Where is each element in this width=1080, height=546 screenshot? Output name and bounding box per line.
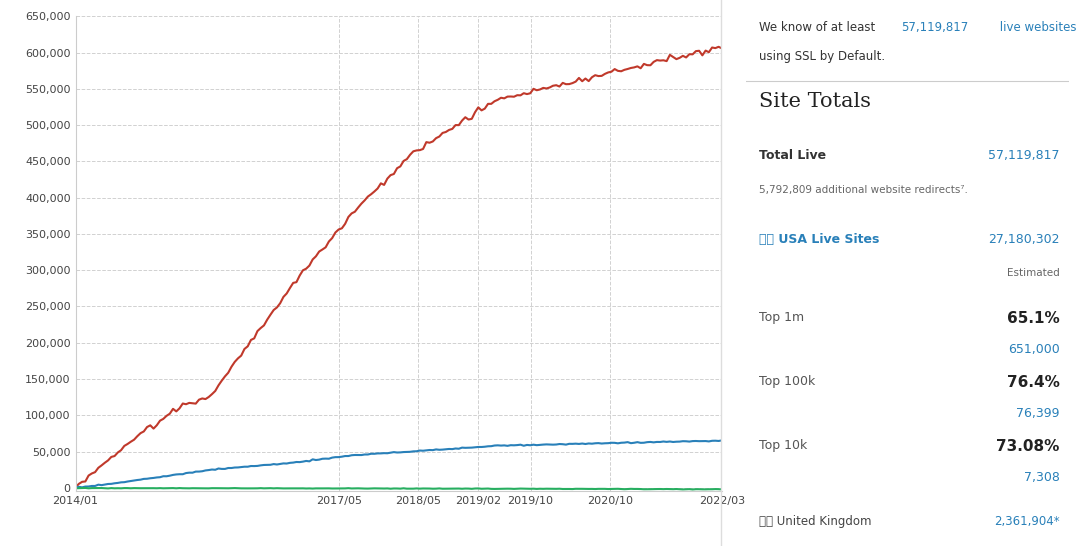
Text: 651,000: 651,000 [1008, 343, 1059, 356]
Text: We know of at least: We know of at least [759, 21, 879, 34]
Text: 🇬🇧 United Kingdom: 🇬🇧 United Kingdom [759, 515, 872, 528]
Text: Total Live: Total Live [759, 150, 826, 162]
Text: Estimated: Estimated [1007, 268, 1059, 278]
Text: 73.08%: 73.08% [996, 439, 1059, 454]
Text: Site Totals: Site Totals [759, 92, 870, 111]
Text: 5,792,809 additional website redirects⁷.: 5,792,809 additional website redirects⁷. [759, 185, 968, 195]
Text: 76.4%: 76.4% [1007, 375, 1059, 390]
Text: 2,361,904*: 2,361,904* [994, 515, 1059, 528]
Text: 57,119,817: 57,119,817 [988, 150, 1059, 162]
Text: 57,119,817: 57,119,817 [901, 21, 969, 34]
Text: Top 10k: Top 10k [759, 439, 807, 452]
Text: 🇺🇸 USA Live Sites: 🇺🇸 USA Live Sites [759, 233, 879, 246]
Text: 7,308: 7,308 [1024, 471, 1059, 484]
Text: 76,399: 76,399 [1016, 407, 1059, 420]
Text: using SSL by Default.: using SSL by Default. [759, 50, 886, 63]
Text: Top 100k: Top 100k [759, 375, 815, 388]
Text: live websites: live websites [997, 21, 1077, 34]
Text: 65.1%: 65.1% [1007, 311, 1059, 326]
Text: Top 1m: Top 1m [759, 311, 805, 324]
Text: 27,180,302: 27,180,302 [988, 233, 1059, 246]
